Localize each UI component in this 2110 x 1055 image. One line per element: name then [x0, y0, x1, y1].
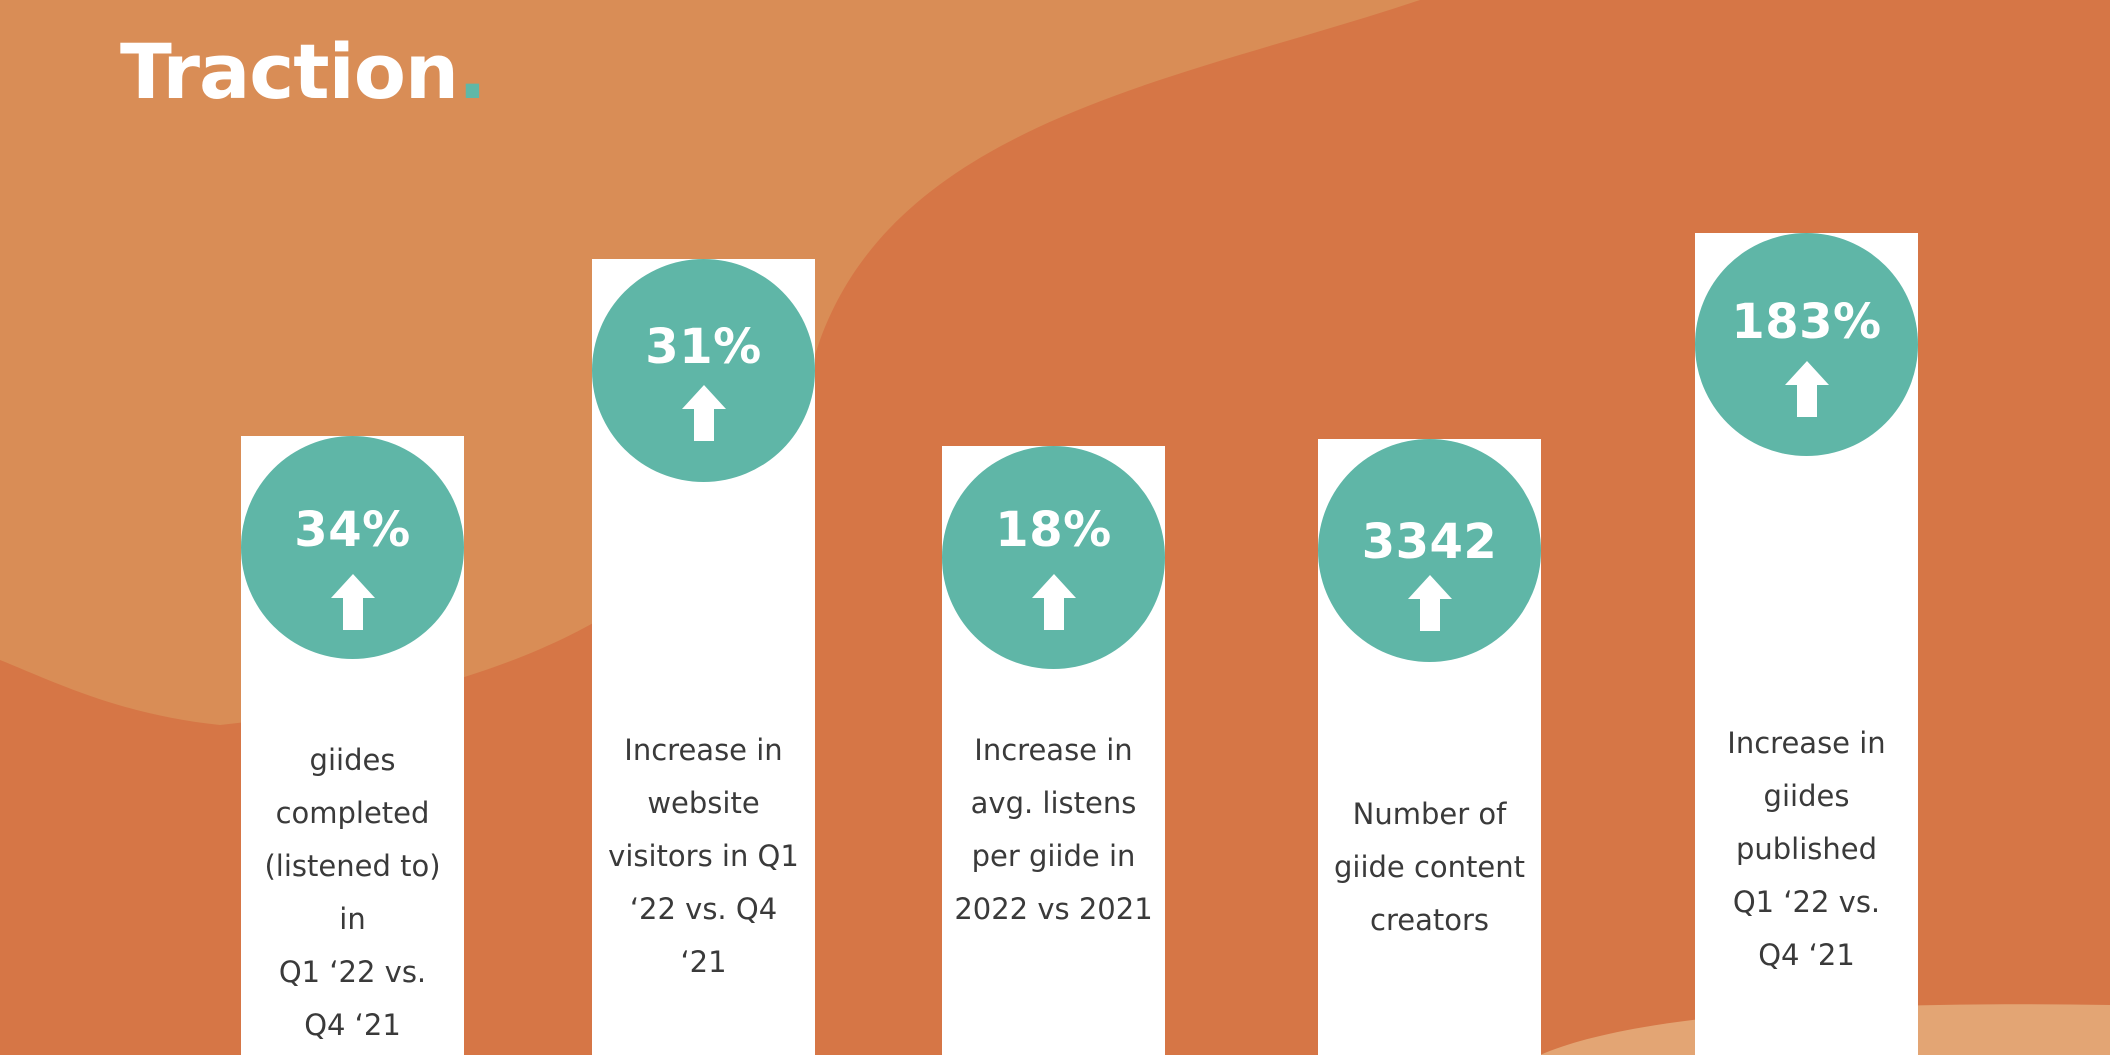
desc-line: 2022 vs 2021: [954, 892, 1153, 926]
desc-line: Increase in: [1727, 726, 1886, 760]
desc-line: website: [647, 786, 760, 820]
desc-line: creators: [1370, 903, 1489, 937]
desc-line: published: [1735, 832, 1878, 866]
stat-description: Increase in website visitors in Q1 ‘22 v…: [600, 724, 807, 989]
stat-circle: 34%: [241, 436, 464, 659]
stat-description: Increase in giides published Q1 ‘22 vs. …: [1703, 717, 1910, 982]
desc-line: Q1 ‘22 vs.: [1732, 885, 1881, 919]
stat-description: giides completed (listened to) in Q1 ‘22…: [249, 734, 456, 1052]
desc-line: ‘21: [680, 945, 727, 979]
desc-line: giides: [1763, 779, 1850, 813]
title-text: Traction: [120, 27, 459, 116]
desc-line: Q4 ‘21: [1758, 938, 1855, 972]
desc-line: Q1 ‘22 vs.: [278, 955, 427, 989]
title-dot: .: [458, 27, 487, 116]
stat-circle: 18%: [942, 446, 1165, 669]
stat-description: Increase in avg. listens per giide in 20…: [950, 724, 1157, 936]
stat-circle: 31%: [592, 259, 815, 482]
stat-card-giides-published: 183% Increase in giides published Q1 ‘22…: [1695, 233, 1918, 1055]
desc-line: per giide in: [971, 839, 1136, 873]
stat-value: 31%: [645, 319, 762, 375]
desc-line: ‘22 vs. Q4: [629, 892, 778, 926]
stat-card-content-creators: 3342 Number of giide content creators: [1318, 439, 1541, 1055]
desc-line: giides: [309, 743, 396, 777]
slide-title: Traction.: [120, 32, 487, 112]
stat-circle: 3342: [1318, 439, 1541, 662]
desc-line: Increase in: [974, 733, 1133, 767]
stat-card-website-visitors: 31% Increase in website visitors in Q1 ‘…: [592, 259, 815, 1055]
stat-value: 34%: [294, 502, 411, 558]
desc-line: (listened to) in: [264, 849, 441, 936]
stat-card-completed: 34% giides completed (listened to) in Q1…: [241, 436, 464, 1055]
stat-circle: 183%: [1695, 233, 1918, 456]
desc-line: completed: [275, 796, 430, 830]
stat-description: Number of giide content creators: [1326, 788, 1533, 947]
desc-line: Increase in: [624, 733, 783, 767]
desc-line: Number of: [1352, 797, 1507, 831]
stat-value: 3342: [1361, 514, 1498, 570]
stat-value: 18%: [995, 502, 1112, 558]
stat-value: 183%: [1731, 294, 1882, 350]
desc-line: avg. listens: [970, 786, 1137, 820]
desc-line: giide content: [1333, 850, 1526, 884]
desc-line: visitors in Q1: [608, 839, 799, 873]
desc-line: Q4 ‘21: [304, 1008, 401, 1042]
stat-card-avg-listens: 18% Increase in avg. listens per giide i…: [942, 446, 1165, 1055]
